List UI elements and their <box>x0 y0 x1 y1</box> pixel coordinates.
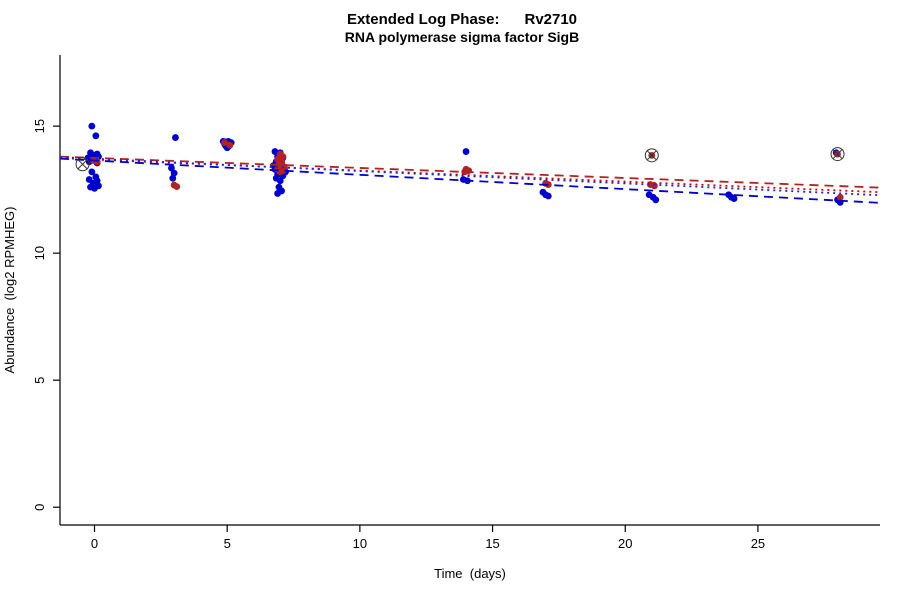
red-point <box>221 139 228 147</box>
blue-point <box>168 164 175 172</box>
x-tick-label: 10 <box>353 536 367 551</box>
red-point <box>651 182 658 190</box>
y-tick-label: 10 <box>32 246 47 260</box>
x-tick-label: 15 <box>485 536 499 551</box>
x-axis-label: Time (days) <box>434 566 506 581</box>
red-point <box>461 168 469 176</box>
blue-point <box>172 134 179 141</box>
x-tick-label: 0 <box>91 536 98 551</box>
blue-point <box>169 174 177 182</box>
red-dotted-fit <box>59 157 881 194</box>
outlier-x-icon <box>646 150 657 161</box>
blue-point <box>271 148 279 155</box>
y-tick-label: 15 <box>32 119 47 133</box>
red-point <box>276 168 284 176</box>
outlier-circle-x-icon <box>830 147 845 162</box>
plot-content: 0 5 10 15 20 25 0 5 10 15 <box>32 55 881 551</box>
x-tick-label: 20 <box>618 536 632 551</box>
blue-point <box>462 148 470 155</box>
outlier-circle-x-icon <box>75 157 90 172</box>
y-tick-label: 0 <box>32 504 47 511</box>
outlier-x-icon <box>77 159 88 170</box>
x-tick-label: 5 <box>224 536 231 551</box>
blue-point <box>276 177 284 185</box>
blue-point <box>544 192 552 200</box>
outlier-circle-x-icon <box>644 148 659 163</box>
blue-point <box>170 169 178 177</box>
chart-subtitle: RNA polymerase sigma factor SigB <box>345 29 579 45</box>
chart-title: Extended Log Phase: Rv2710 <box>347 11 577 28</box>
red-dashed-fit <box>59 155 881 189</box>
outlier-x-icon <box>832 149 843 160</box>
red-point <box>836 193 844 201</box>
blue-point <box>91 184 98 192</box>
blue-point <box>92 132 100 140</box>
red-point <box>279 153 287 161</box>
blue-point <box>730 195 738 202</box>
red-point <box>226 141 234 149</box>
x-tick-label: 25 <box>751 536 765 551</box>
blue-point <box>88 168 96 176</box>
blue-point <box>274 190 282 197</box>
red-point <box>173 183 181 191</box>
blue-point <box>88 122 96 130</box>
blue-dotted-fit <box>59 156 881 197</box>
y-axis-label: Abundance (log2 RPMHEG) <box>2 207 17 374</box>
y-tick-label: 5 <box>32 377 47 384</box>
blue-point <box>652 196 660 204</box>
blue-dashed-fit <box>59 157 881 204</box>
